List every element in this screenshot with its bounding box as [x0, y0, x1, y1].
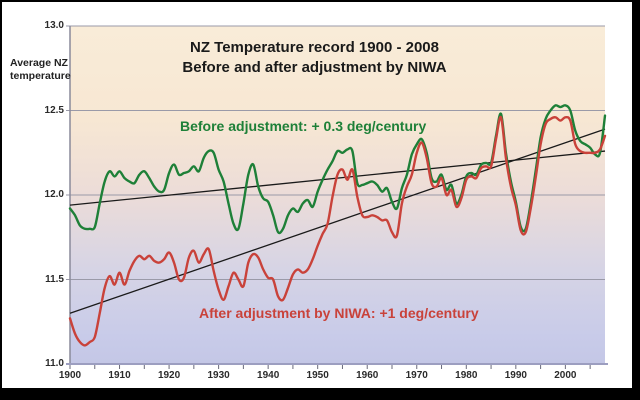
chart-title-line1: NZ Temperature record 1900 - 2008 — [189, 39, 439, 56]
x-tick-label: 1950 — [306, 370, 329, 381]
series-label-before-adjustment: Before adjustment: + 0.3 deg/century — [180, 118, 427, 134]
x-tick-label: 1900 — [58, 370, 82, 381]
y-axis-title-line2: temperature — [10, 70, 71, 82]
x-tick-label: 1930 — [207, 370, 230, 381]
chart-title: NZ Temperature record 1900 - 2008 Before… — [157, 38, 472, 78]
x-tick-label: 1980 — [455, 370, 478, 381]
series-label-after-adjustment: After adjustment by NIWA: +1 deg/century — [199, 305, 479, 321]
y-axis-title: Average NZ temperature — [10, 57, 71, 83]
chart-title-line2: Before and after adjustment by NIWA — [182, 59, 447, 76]
x-tick-label: 1970 — [405, 370, 428, 381]
x-tick-label: 1940 — [257, 370, 280, 381]
x-tick-label: 1920 — [157, 370, 181, 381]
y-tick-label: 12.5 — [44, 104, 64, 116]
x-tick-label: 1910 — [108, 370, 131, 381]
y-axis-title-line1: Average NZ — [10, 57, 68, 69]
y-tick-label: 11.5 — [45, 273, 64, 285]
y-tick-label: 12.0 — [44, 189, 64, 200]
x-tick-label: 1990 — [504, 370, 527, 381]
x-tick-label: 2000 — [554, 370, 577, 381]
x-tick-label: 1960 — [356, 370, 379, 381]
y-tick-label: 11.0 — [45, 358, 64, 369]
y-tick-label: 13.0 — [44, 20, 64, 31]
chart-canvas: NZ Temperature record 1900 - 2008 Before… — [2, 2, 632, 388]
